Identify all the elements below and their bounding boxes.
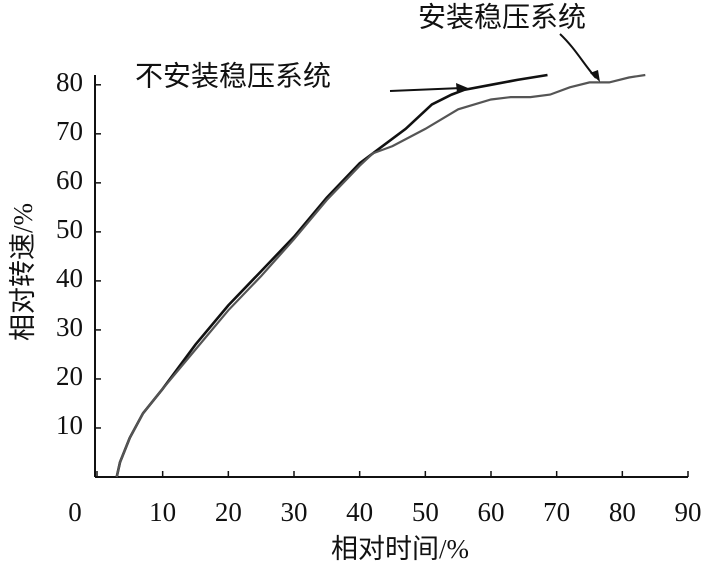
y-axis-label: 相对转速/% <box>8 203 38 341</box>
pointer <box>559 33 597 79</box>
arrowhead <box>456 83 468 93</box>
x-tick-label: 60 <box>478 497 505 527</box>
line <box>115 73 548 478</box>
series-label: 不安装稳压系统 <box>135 60 331 92</box>
line <box>115 73 646 478</box>
y-tick-label: 80 <box>56 67 83 97</box>
y-tick-label: 40 <box>56 263 83 293</box>
x-tick-label: 0 <box>68 497 82 527</box>
x-tick-label: 80 <box>609 497 636 527</box>
y-tick-label: 60 <box>56 165 83 195</box>
pointer <box>389 87 463 92</box>
x-tick-label: 40 <box>346 497 373 527</box>
arrowhead <box>590 70 600 82</box>
x-axis-label: 相对时间/% <box>331 534 469 564</box>
y-tick-label: 50 <box>56 214 83 244</box>
x-tick-label: 10 <box>149 497 176 527</box>
x-tick-label: 50 <box>412 497 439 527</box>
y-tick-label: 30 <box>56 312 83 342</box>
y-tick-label: 70 <box>56 116 83 146</box>
y-tick-label: 20 <box>56 361 83 391</box>
x-tick-label: 20 <box>215 497 242 527</box>
x-tick-label: 30 <box>281 497 308 527</box>
x-tick-label: 90 <box>675 497 702 527</box>
series-label: 安装稳压系统 <box>418 1 586 33</box>
x-tick-label: 70 <box>543 497 570 527</box>
y-tick-label: 10 <box>56 410 83 440</box>
